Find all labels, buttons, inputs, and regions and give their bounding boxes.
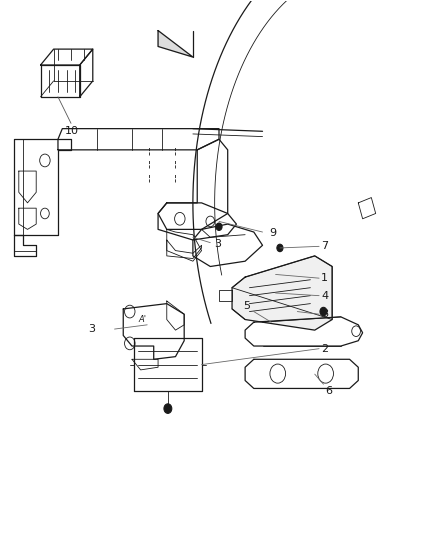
Polygon shape xyxy=(232,256,332,330)
Circle shape xyxy=(164,404,172,414)
Text: 3: 3 xyxy=(88,324,95,334)
Text: 10: 10 xyxy=(64,126,78,136)
Text: 8: 8 xyxy=(321,309,328,319)
Text: 6: 6 xyxy=(325,386,332,396)
Text: A': A' xyxy=(138,315,146,324)
Circle shape xyxy=(320,308,327,316)
Text: 7: 7 xyxy=(321,241,328,252)
Text: 2: 2 xyxy=(321,344,328,354)
Polygon shape xyxy=(158,30,193,57)
Text: 3: 3 xyxy=(214,239,221,249)
Circle shape xyxy=(216,223,222,230)
Text: 9: 9 xyxy=(269,228,276,238)
Circle shape xyxy=(277,244,283,252)
Text: 4: 4 xyxy=(321,290,328,301)
Text: 5: 5 xyxy=(243,301,250,311)
Text: 1: 1 xyxy=(321,273,328,283)
